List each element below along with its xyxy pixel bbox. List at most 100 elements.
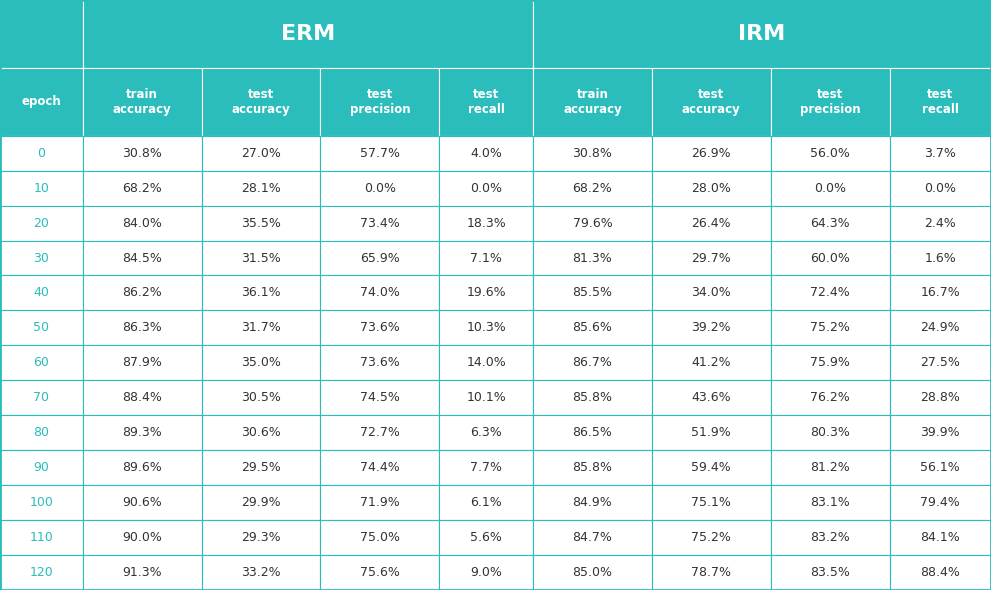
Bar xyxy=(439,276,533,310)
Bar xyxy=(201,276,320,310)
Text: 73.4%: 73.4% xyxy=(360,217,399,230)
Bar xyxy=(201,381,320,415)
Bar xyxy=(890,450,991,485)
Text: 75.1%: 75.1% xyxy=(692,496,731,509)
Text: 10.3%: 10.3% xyxy=(467,322,506,335)
Text: 75.0%: 75.0% xyxy=(360,531,400,544)
Bar xyxy=(201,205,320,241)
Bar xyxy=(0,241,82,276)
Text: 79.6%: 79.6% xyxy=(573,217,612,230)
Text: 24.9%: 24.9% xyxy=(921,322,960,335)
Bar xyxy=(320,415,439,450)
Bar xyxy=(771,415,890,450)
Bar xyxy=(320,485,439,520)
Text: 39.2%: 39.2% xyxy=(692,322,731,335)
Text: 83.1%: 83.1% xyxy=(811,496,850,509)
Bar xyxy=(0,171,82,205)
Bar xyxy=(533,0,991,68)
Text: 75.9%: 75.9% xyxy=(811,356,850,369)
Text: 43.6%: 43.6% xyxy=(692,391,731,404)
Text: 73.6%: 73.6% xyxy=(360,356,399,369)
Text: test
accuracy: test accuracy xyxy=(232,88,290,116)
Text: 81.2%: 81.2% xyxy=(811,461,850,474)
Text: train
accuracy: train accuracy xyxy=(113,88,171,116)
Text: 73.6%: 73.6% xyxy=(360,322,399,335)
Bar xyxy=(82,485,201,520)
Text: 71.9%: 71.9% xyxy=(360,496,399,509)
Bar xyxy=(201,68,320,136)
Text: 59.4%: 59.4% xyxy=(692,461,731,474)
Text: 87.9%: 87.9% xyxy=(122,356,162,369)
Bar xyxy=(320,345,439,381)
Text: 64.3%: 64.3% xyxy=(811,217,850,230)
Text: 68.2%: 68.2% xyxy=(122,182,162,195)
Text: 120: 120 xyxy=(30,566,54,579)
Text: 70: 70 xyxy=(34,391,50,404)
Text: 74.4%: 74.4% xyxy=(360,461,399,474)
Text: 26.4%: 26.4% xyxy=(692,217,731,230)
Bar xyxy=(890,171,991,205)
Text: 26.9%: 26.9% xyxy=(692,147,731,160)
Bar xyxy=(201,485,320,520)
Text: 91.3%: 91.3% xyxy=(122,566,162,579)
Bar xyxy=(320,136,439,171)
Text: 6.3%: 6.3% xyxy=(471,426,502,439)
Bar xyxy=(771,241,890,276)
Bar xyxy=(201,171,320,205)
Text: 90.6%: 90.6% xyxy=(122,496,162,509)
Text: 14.0%: 14.0% xyxy=(467,356,506,369)
Text: 72.4%: 72.4% xyxy=(811,287,850,300)
Bar xyxy=(82,450,201,485)
Bar xyxy=(771,310,890,345)
Bar xyxy=(439,450,533,485)
Bar xyxy=(652,136,771,171)
Bar xyxy=(0,450,82,485)
Text: 84.0%: 84.0% xyxy=(122,217,162,230)
Text: 20: 20 xyxy=(34,217,50,230)
Text: 85.8%: 85.8% xyxy=(573,391,612,404)
Bar xyxy=(0,310,82,345)
Text: epoch: epoch xyxy=(22,95,61,109)
Bar xyxy=(320,450,439,485)
Bar xyxy=(533,241,652,276)
Bar xyxy=(890,310,991,345)
Bar xyxy=(439,345,533,381)
Text: 5.6%: 5.6% xyxy=(470,531,502,544)
Text: 89.6%: 89.6% xyxy=(122,461,162,474)
Text: 27.5%: 27.5% xyxy=(921,356,960,369)
Text: 36.1%: 36.1% xyxy=(241,287,280,300)
Text: 30.8%: 30.8% xyxy=(573,147,612,160)
Text: 83.5%: 83.5% xyxy=(811,566,850,579)
Text: 86.2%: 86.2% xyxy=(122,287,162,300)
Bar xyxy=(890,555,991,590)
Text: 0.0%: 0.0% xyxy=(815,182,846,195)
Bar xyxy=(320,68,439,136)
Bar xyxy=(652,241,771,276)
Bar xyxy=(439,485,533,520)
Bar xyxy=(82,415,201,450)
Text: ERM: ERM xyxy=(280,24,335,44)
Bar xyxy=(652,415,771,450)
Bar xyxy=(320,171,439,205)
Bar xyxy=(533,136,652,171)
Bar xyxy=(533,415,652,450)
Text: 90: 90 xyxy=(34,461,50,474)
Text: 35.0%: 35.0% xyxy=(241,356,280,369)
Bar xyxy=(533,68,652,136)
Bar xyxy=(201,450,320,485)
Bar xyxy=(652,68,771,136)
Text: 30.6%: 30.6% xyxy=(241,426,280,439)
Text: 56.1%: 56.1% xyxy=(921,461,960,474)
Text: 84.5%: 84.5% xyxy=(122,251,162,264)
Text: test
precision: test precision xyxy=(800,88,860,116)
Bar xyxy=(890,276,991,310)
Bar xyxy=(771,555,890,590)
Bar xyxy=(82,345,201,381)
Text: 10: 10 xyxy=(34,182,50,195)
Bar xyxy=(890,241,991,276)
Bar xyxy=(533,345,652,381)
Text: 74.0%: 74.0% xyxy=(360,287,399,300)
Bar xyxy=(82,136,201,171)
Bar xyxy=(201,345,320,381)
Text: 29.7%: 29.7% xyxy=(692,251,731,264)
